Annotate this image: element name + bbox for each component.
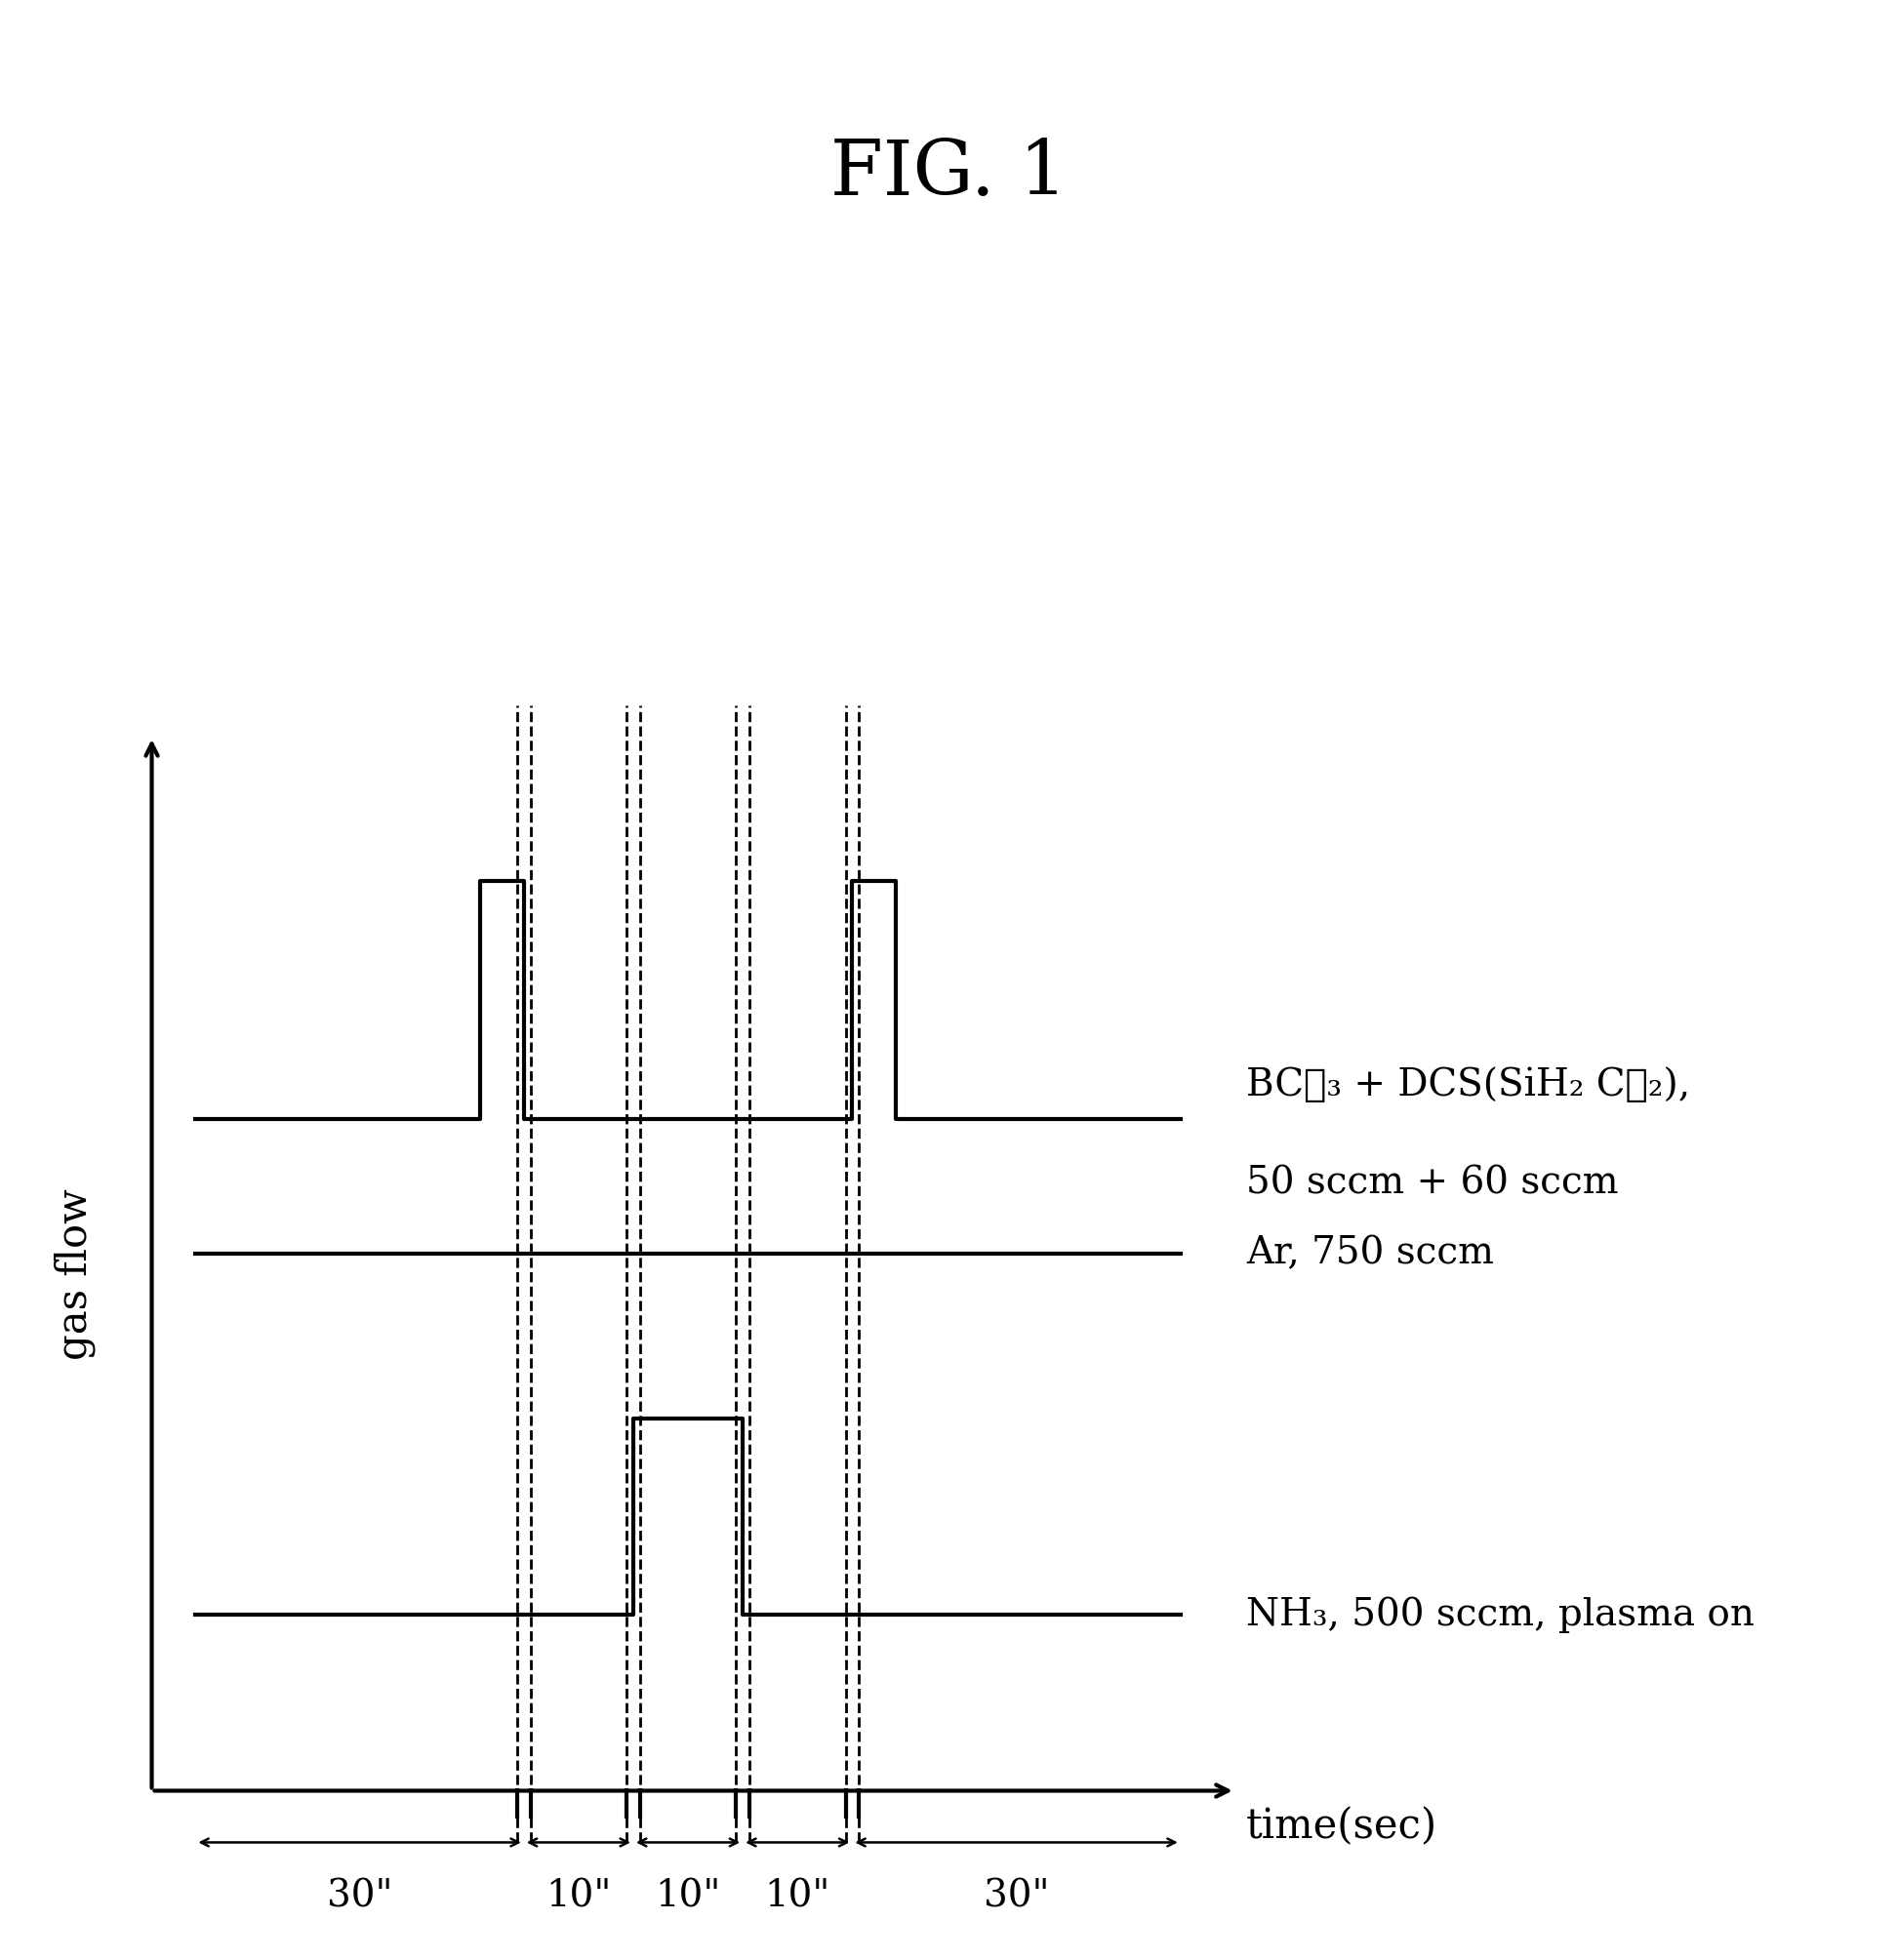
Text: 30": 30" <box>983 1878 1049 1915</box>
Text: Ar, 750 sccm: Ar, 750 sccm <box>1246 1235 1495 1272</box>
Text: 50 sccm + 60 sccm: 50 sccm + 60 sccm <box>1246 1166 1618 1201</box>
Text: NH₃, 500 sccm, plasma on: NH₃, 500 sccm, plasma on <box>1246 1597 1755 1633</box>
Text: FIG. 1: FIG. 1 <box>831 137 1066 212</box>
Text: 10": 10" <box>764 1878 831 1915</box>
Text: gas flow: gas flow <box>55 1188 97 1360</box>
Text: 10": 10" <box>546 1878 611 1915</box>
Text: BCℓ₃ + DCS(SiH₂ Cℓ₂),: BCℓ₃ + DCS(SiH₂ Cℓ₂), <box>1246 1068 1690 1103</box>
Text: 30": 30" <box>326 1878 393 1915</box>
Text: 10": 10" <box>654 1878 721 1915</box>
Text: time(sec): time(sec) <box>1246 1807 1438 1846</box>
